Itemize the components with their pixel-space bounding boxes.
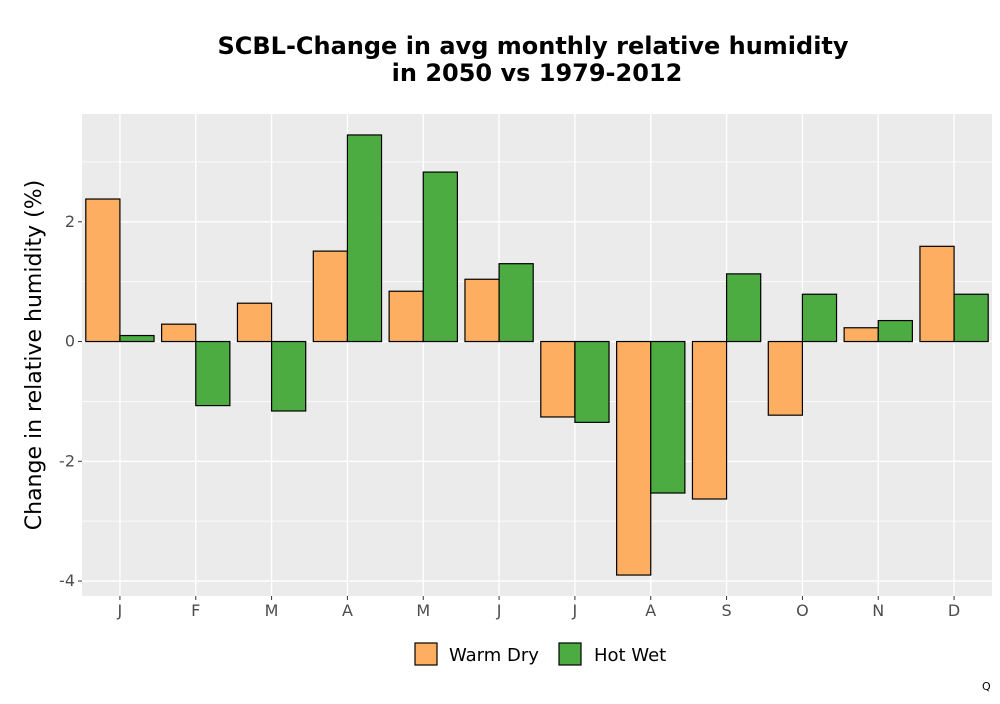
- bar-hot-wet-6: [574, 340, 610, 423]
- bar-hot-wet-2: [270, 340, 307, 412]
- bar-hot-wet-11: [953, 293, 989, 343]
- bar-warm-dry-9: [767, 340, 804, 416]
- bar-warm-dry-10: [843, 327, 879, 343]
- bar-hot-wet-1: [195, 340, 231, 407]
- y-tick-label: -4: [59, 571, 75, 590]
- x-tick-label: N: [872, 601, 884, 620]
- legend: Warm Dry Hot Wet: [414, 642, 666, 666]
- bar-hot-wet-4: [422, 171, 458, 343]
- y-tick-label: 0: [65, 332, 75, 351]
- bar-hot-wet-5: [498, 263, 534, 343]
- x-tick-label: J: [117, 601, 123, 620]
- bar-warm-dry-11: [919, 245, 955, 343]
- legend-label-hot-wet: Hot Wet: [594, 645, 666, 666]
- x-tick-label: J: [496, 601, 502, 620]
- bar-warm-dry-3: [312, 250, 349, 343]
- legend-key-hot-wet: [558, 642, 582, 666]
- y-tick-label: -2: [59, 451, 75, 470]
- bar-hot-wet-9: [801, 293, 838, 343]
- x-tick-label: A: [342, 601, 353, 620]
- x-tick-label: M: [416, 601, 430, 620]
- corner-mark: Q: [982, 680, 991, 693]
- x-tick-label: M: [265, 601, 279, 620]
- bar-warm-dry-1: [161, 323, 197, 343]
- bar-warm-dry-5: [464, 278, 500, 343]
- y-tick-label: 2: [65, 212, 75, 231]
- y-axis-title: Change in relative humidity (%): [22, 180, 47, 530]
- bar-warm-dry-6: [540, 340, 576, 418]
- bar-warm-dry-8: [691, 340, 728, 500]
- x-tick-label: F: [191, 601, 200, 620]
- bar-warm-dry-4: [388, 290, 424, 343]
- plot-panel: [82, 114, 992, 596]
- bar-hot-wet-0: [119, 334, 155, 343]
- x-tick-label: J: [572, 601, 578, 620]
- bar-warm-dry-7: [616, 340, 652, 576]
- x-tick-label: A: [645, 601, 656, 620]
- bar-hot-wet-7: [650, 340, 686, 494]
- bars: [85, 134, 989, 576]
- x-tick-label: D: [948, 601, 960, 620]
- x-tick-label: S: [722, 601, 732, 620]
- x-tick-label: O: [796, 601, 809, 620]
- bar-hot-wet-8: [725, 273, 762, 343]
- bar-hot-wet-10: [877, 319, 913, 343]
- legend-key-warm-dry: [414, 642, 438, 666]
- legend-label-warm-dry: Warm Dry: [449, 645, 539, 666]
- bar-warm-dry-0: [85, 198, 121, 343]
- y-axis-ticks: -4 -2 0 2: [59, 212, 82, 590]
- bar-warm-dry-2: [236, 302, 273, 343]
- bar-hot-wet-3: [346, 134, 383, 343]
- chart-title-line-2: in 2050 vs 1979-2012: [392, 59, 683, 87]
- chart-title-line-1: SCBL-Change in avg monthly relative humi…: [217, 32, 848, 60]
